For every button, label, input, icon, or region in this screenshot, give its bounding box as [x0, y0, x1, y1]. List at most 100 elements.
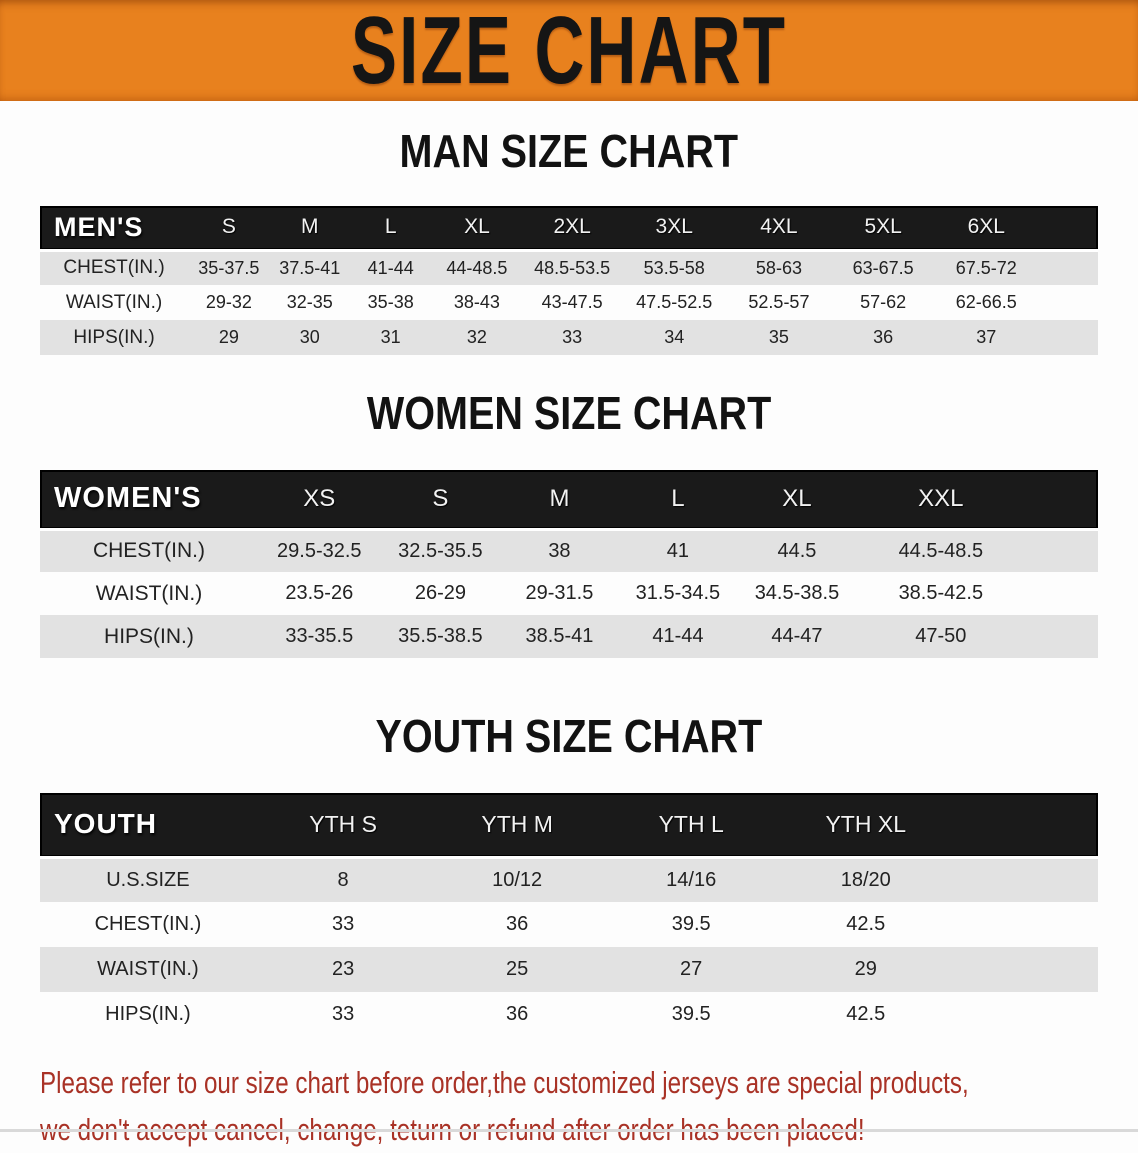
women-hips-cell: 47-50	[915, 625, 967, 647]
women-hips-cell: 33-35.5	[285, 625, 354, 647]
spacer-cell	[1025, 615, 1098, 658]
men-chest-cell: 48.5-53.5	[534, 257, 611, 278]
women-size-column-header: S	[432, 484, 449, 512]
men-waist-cell: 47.5-52.5	[636, 292, 713, 312]
men-waist-cell: 32-35	[286, 292, 333, 312]
youth-ussize-cell: 18/20	[840, 868, 891, 891]
youth-header-row: YOUTH YTH S YTH M YTH L YTH XL	[40, 793, 1098, 857]
youth-hips-row-label: HIPS(IN.)	[105, 1003, 191, 1025]
men-size-column-header: L	[384, 215, 397, 239]
men-hips-cell: 35	[768, 327, 789, 347]
men-chest-cell: 35-37.5	[198, 257, 260, 278]
men-chest-cell: 67.5-72	[955, 257, 1017, 278]
women-size-column-header: XXL	[918, 484, 964, 512]
women-chest-cell: 44.5	[777, 539, 817, 562]
men-size-column-header: S	[221, 215, 236, 239]
youth-header-label: YOUTH	[54, 808, 157, 840]
youth-waist-cell: 27	[680, 958, 703, 980]
men-size-column-header: 3XL	[655, 215, 693, 239]
youth-size-table: YOUTH YTH S YTH M YTH L YTH XL U.S.SIZE 8 10…	[40, 793, 1098, 1037]
spacer-cell	[1038, 285, 1098, 320]
women-waist-cell: 31.5-34.5	[635, 582, 721, 604]
youth-hips-cell: 33	[331, 1003, 355, 1025]
women-hips-row-label: HIPS(IN.)	[104, 624, 194, 648]
women-chest-cell: 44.5-48.5	[898, 539, 984, 562]
youth-size-column-header: YTH M	[481, 810, 553, 837]
women-section-title-text: WOMEN SIZE CHART	[366, 387, 772, 439]
women-chest-row: CHEST(IN.) 29.5-32.5 32.5-35.5 38 41 44.5 44.…	[40, 529, 1098, 572]
men-waist-cell: 57-62	[860, 292, 907, 312]
women-chest-cell: 41	[666, 539, 690, 562]
youth-chest-row-label: CHEST(IN.)	[94, 913, 202, 935]
spacer-cell	[953, 902, 1098, 947]
banner-title: SIZE CHART	[350, 0, 788, 104]
youth-ussize-cell: 14/16	[666, 868, 717, 891]
youth-section-title: YOUTH SIZE CHART	[0, 712, 1138, 769]
men-waist-cell: 29-32	[205, 292, 252, 312]
men-chest-cell: 53.5-58	[643, 257, 705, 278]
men-size-column-header: M	[301, 215, 319, 239]
women-hips-row: HIPS(IN.) 33-35.5 35.5-38.5 38.5-41 41-44 44…	[40, 615, 1098, 658]
women-size-section: WOMEN SIZE CHART WOMEN'S XS S M L XL XXL CHES…	[0, 389, 1138, 658]
women-size-column-header: L	[671, 484, 685, 512]
men-hips-cell: 30	[299, 327, 320, 347]
women-size-column-header: XL	[782, 484, 812, 512]
men-size-column-header: 5XL	[864, 215, 902, 239]
youth-size-column-header: YTH XL	[825, 810, 906, 837]
men-waist-cell: 38-43	[453, 292, 500, 312]
women-hips-cell: 41-44	[652, 625, 704, 647]
men-chest-row: CHEST(IN.) 35-37.5 37.5-41 41-44 44-48.5 48.…	[40, 250, 1098, 285]
men-section-title: MAN SIZE CHART	[0, 127, 1138, 184]
men-size-column-header: 6XL	[967, 215, 1005, 239]
women-waist-cell: 29-31.5	[525, 582, 594, 604]
men-hips-cell: 29	[218, 327, 239, 347]
youth-size-column-header: YTH S	[309, 810, 377, 837]
youth-chest-cell: 42.5	[846, 913, 886, 935]
men-size-column-header: 4XL	[760, 215, 798, 239]
youth-ussize-cell: 8	[337, 868, 349, 891]
youth-chest-cell: 33	[331, 913, 355, 935]
women-section-title: WOMEN SIZE CHART	[0, 389, 1138, 446]
spacer-cell	[953, 992, 1098, 1037]
men-header-row: MEN'S S M L XL 2XL 3XL 4XL 5XL 6XL	[40, 206, 1098, 250]
women-waist-row: WAIST(IN.) 23.5-26 26-29 29-31.5 31.5-34.5 3…	[40, 572, 1098, 615]
women-size-column-header: M	[549, 484, 570, 512]
men-header-label: MEN'S	[54, 211, 144, 242]
men-chest-cell: 63-67.5	[852, 257, 914, 278]
men-hips-cell: 33	[562, 327, 583, 347]
women-hips-cell: 44-47	[771, 625, 823, 647]
spacer-cell	[953, 947, 1098, 992]
men-section-title-text: MAN SIZE CHART	[399, 125, 739, 177]
youth-ussize-row-label: U.S.SIZE	[106, 868, 190, 891]
men-chest-row-label: CHEST(IN.)	[63, 257, 165, 279]
women-chest-cell: 32.5-35.5	[398, 539, 483, 562]
youth-waist-row-label: WAIST(IN.)	[97, 958, 199, 980]
youth-ussize-row: U.S.SIZE 8 10/12 14/16 18/20	[40, 857, 1098, 902]
disclaimer: Please refer to our size chart before or…	[40, 1059, 1138, 1153]
youth-section-title-text: YOUTH SIZE CHART	[375, 710, 763, 762]
women-waist-cell: 34.5-38.5	[754, 582, 840, 604]
men-size-table: MEN'S S M L XL 2XL 3XL 4XL 5XL 6XL CHEST(IN.) 35…	[40, 206, 1098, 355]
women-header-row: WOMEN'S XS S M L XL XXL	[40, 470, 1098, 529]
women-chest-row-label: CHEST(IN.)	[92, 539, 205, 563]
men-waist-cell: 43-47.5	[541, 292, 603, 312]
youth-hips-cell: 39.5	[671, 1003, 711, 1025]
spacer-cell	[1025, 529, 1098, 572]
youth-chest-cell: 39.5	[671, 913, 711, 935]
women-waist-row-label: WAIST(IN.)	[95, 581, 203, 605]
men-hips-cell: 37	[976, 327, 997, 347]
youth-waist-cell: 23	[331, 958, 355, 980]
youth-chest-row: CHEST(IN.) 33 36 39.5 42.5	[40, 902, 1098, 947]
women-size-table: WOMEN'S XS S M L XL XXL CHEST(IN.) 29.5-32.5 3…	[40, 470, 1098, 658]
men-hips-cell: 31	[380, 327, 401, 347]
spacer-cell	[1038, 206, 1098, 250]
youth-hips-cell: 36	[506, 1003, 529, 1025]
youth-hips-row: HIPS(IN.) 33 36 39.5 42.5	[40, 992, 1098, 1037]
men-size-column-header: XL	[464, 215, 490, 239]
women-size-column-header: XS	[303, 484, 336, 512]
bottom-edge-divider	[0, 1129, 1138, 1132]
spacer-cell	[1025, 572, 1098, 615]
youth-size-column-header: YTH L	[658, 810, 724, 837]
men-waist-cell: 62-66.5	[955, 292, 1017, 312]
women-hips-cell: 38.5-41	[525, 625, 594, 647]
